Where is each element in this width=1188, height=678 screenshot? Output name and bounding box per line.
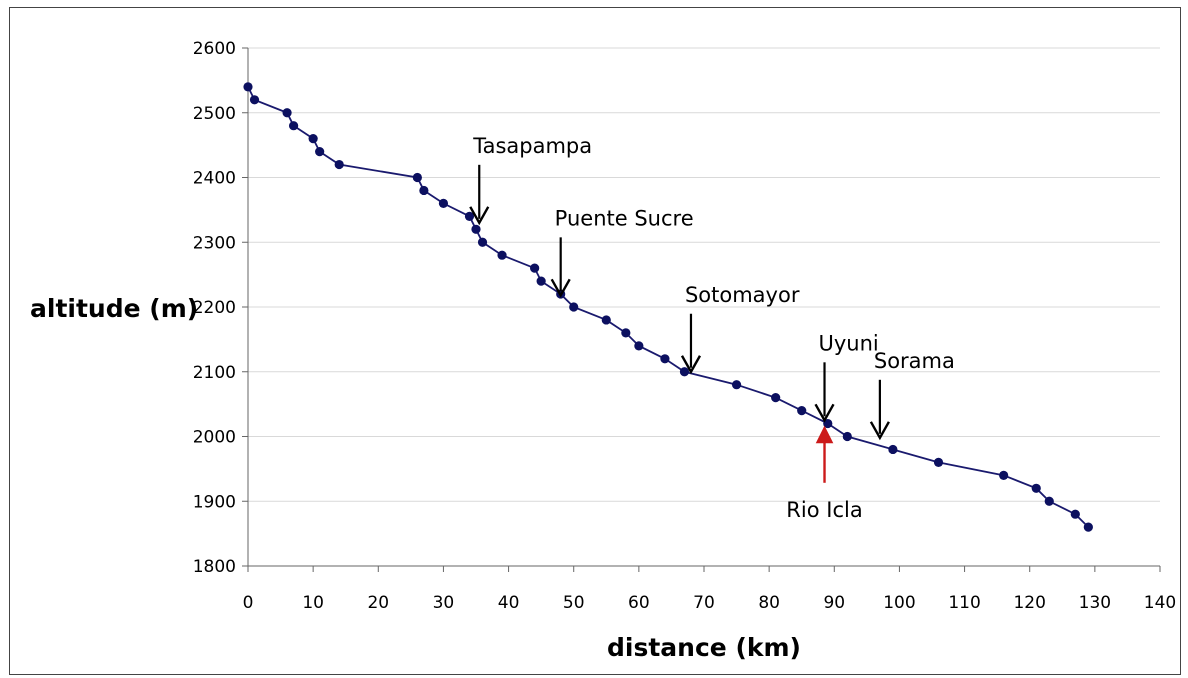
y-tick-label: 2100 (193, 363, 236, 383)
x-tick-label: 90 (823, 593, 845, 613)
annotation: Sotomayor (680, 283, 800, 375)
data-point (1031, 483, 1041, 493)
data-point (497, 250, 507, 260)
annotation: Uyuni (814, 331, 879, 423)
y-tick-label: 2400 (193, 169, 236, 189)
axes (242, 47, 1161, 572)
x-tick-label: 110 (948, 593, 980, 613)
data-point (249, 95, 260, 105)
annotation-label: Puente Sucre (555, 206, 694, 230)
annotation-label: Uyuni (819, 331, 879, 355)
data-point (999, 470, 1009, 480)
data-point (243, 82, 253, 92)
x-tick-label: 130 (1079, 593, 1111, 613)
data-point (530, 263, 540, 273)
data-point (731, 380, 742, 390)
x-tick-label: 80 (758, 593, 780, 613)
data-point (464, 211, 475, 221)
x-tick-label: 0 (243, 593, 254, 613)
y-axis-title: altitude (m) (30, 294, 198, 323)
chart-frame (9, 7, 1181, 675)
data-point (569, 302, 579, 312)
annotation: Sorama (869, 349, 955, 441)
annotation-arrow-head (814, 403, 835, 423)
x-tick-label: 50 (563, 593, 585, 613)
annotations: Tasapampa Puente Sucre Sotomayor UyuniSoram… (469, 134, 955, 522)
data-point (679, 367, 690, 377)
y-tick-label: 2000 (193, 428, 236, 448)
annotation-arrow-head (815, 425, 834, 444)
data-point (412, 172, 422, 183)
data-point (634, 341, 644, 351)
data-point (419, 185, 429, 196)
annotation-arrow-head (869, 421, 890, 441)
data-point (1044, 496, 1054, 506)
data-point (771, 393, 781, 403)
data-point (888, 444, 898, 455)
data-point (601, 315, 611, 325)
annotation: Rio Icla (786, 425, 863, 522)
x-tick-label: 140 (1144, 593, 1176, 613)
y-tick-label: 1800 (193, 557, 236, 577)
y-tick-label: 2500 (193, 104, 236, 124)
y-tick-label: 2300 (193, 233, 236, 253)
x-tick-label: 40 (498, 593, 520, 613)
annotation-arrow-head (550, 278, 571, 298)
data-point (315, 147, 325, 157)
data-point (438, 198, 449, 208)
data-point (536, 276, 546, 286)
annotation-label: Tasapampa (472, 134, 592, 158)
data-point (334, 159, 344, 170)
annotation-label: Sotomayor (685, 283, 800, 307)
data-point (797, 406, 807, 416)
x-tick-label: 60 (628, 593, 650, 613)
data-point (660, 354, 670, 364)
x-axis-title: distance (km) (607, 633, 801, 662)
x-tick-label: 30 (433, 593, 455, 613)
x-tick-label: 10 (302, 593, 324, 613)
annotation: Puente Sucre (550, 206, 694, 298)
data-point (282, 108, 292, 118)
x-tick-label: 100 (883, 593, 915, 613)
annotation: Tasapampa (469, 134, 592, 226)
y-tick-label: 2200 (193, 298, 236, 318)
data-point (823, 418, 833, 429)
data-point (289, 121, 299, 131)
x-tick-label: 70 (693, 593, 715, 613)
y-tick-label: 2600 (193, 39, 236, 59)
data-point (477, 237, 488, 247)
x-tick-label: 20 (367, 593, 389, 613)
y-tick-labels: 1800 1900 2000 2100 2200 2300 2400 2500 2600 (193, 39, 236, 577)
annotation-label: Sorama (874, 349, 955, 373)
x-tick-labels: 0 10 20 30 40 50 60 70 80 90 100 110 120 130 140 (243, 593, 1177, 613)
data-point (1083, 522, 1093, 532)
data-point (621, 328, 631, 338)
data-point (933, 457, 944, 467)
data-point (842, 431, 852, 442)
y-tick-label: 1900 (193, 492, 236, 512)
annotation-arrow-head (469, 206, 490, 226)
grid (248, 47, 1160, 502)
annotation-label: Rio Icla (786, 498, 862, 522)
data-point (1070, 509, 1080, 519)
data-point (471, 224, 481, 234)
data-point (308, 134, 318, 144)
data-points (243, 82, 1093, 532)
x-tick-label: 120 (1013, 593, 1045, 613)
annotation-arrow-head (680, 355, 702, 375)
